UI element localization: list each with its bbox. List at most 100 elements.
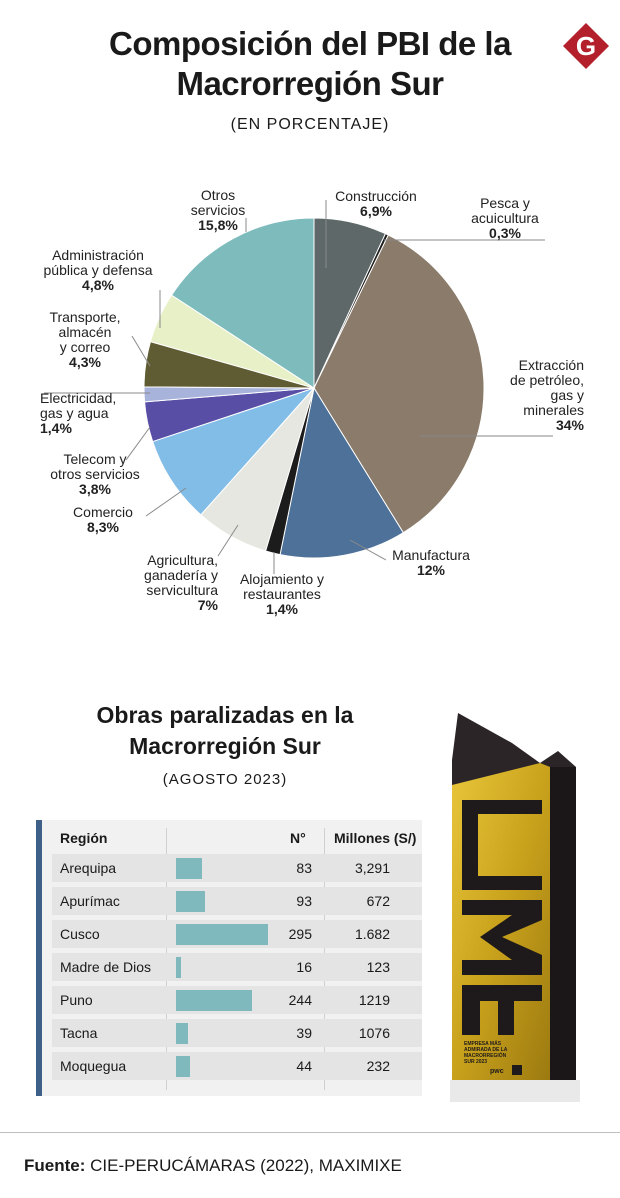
label-line: gas y [550,387,584,403]
footer-divider [0,1132,620,1133]
pie-slices [143,217,485,559]
label-line: otros servicios [50,466,140,482]
row-count-bar [176,1023,189,1044]
page-title: Composición del PBI de la Macrorregión S… [0,24,620,104]
ema-trophy-image: EMPRESA MÁS ADMIRADA DE LA MACRORREGIÓN … [450,713,580,1102]
table-row: Moquegua 44 232 [52,1052,422,1080]
label-line: Manufactura [392,547,470,563]
trophy-g-logo-icon [512,1065,522,1075]
row-region-name: Apurímac [60,893,120,909]
label-line: gas y agua [40,405,109,421]
trophy-reflection [450,1080,580,1102]
label-line: Alojamiento y [239,571,325,587]
pie-value-alojamiento: 1,4% [266,601,298,617]
row-count-bar [176,924,268,945]
pie-value-agricultura: 7% [197,597,218,613]
logo-letter: G [576,31,596,61]
label-line: Electricidad, [40,390,117,406]
label-line: Transporte, [49,309,121,325]
pie-value-administracion: 4,8% [82,277,114,293]
gestion-logo: G [563,23,609,69]
section2-title-line1: Obras paralizadas en la [96,702,354,728]
pie-slice-11 [170,217,315,389]
col-header-region: Región [60,830,108,846]
logo-diamond-shape [563,23,609,69]
label-line: servicultura [146,582,218,598]
pie-value-pesca: 0,3% [489,225,521,241]
pie-label-transporte: Transporte, almacén y correo 4,3% [40,310,130,370]
pie-label-otros-servicios: Otros servicios 15,8% [178,188,258,233]
pie-value-transporte: 4,3% [69,354,101,370]
row-millones-value: 672 [366,893,390,909]
trophy-caption-line: EMPRESA MÁS [464,1040,502,1047]
section2-title: Obras paralizadas en la Macrorregión Sur [40,700,410,762]
label-line: Extracción [518,357,584,373]
pie-label-administracion: Administración pública y defensa 4,8% [34,248,162,293]
label-line: almacén [58,324,112,340]
trophy-sponsor-text: pwc [490,1068,504,1075]
label-line: Administración [52,247,144,263]
pie-slice-3 [279,386,404,559]
col-header-millones: Millones (S/) [334,830,417,846]
table-row: Madre de Dios 16 123 [52,953,422,981]
label-line: Otros [200,187,236,203]
pie-label-extraccion: Extracción de petróleo, gas y minerales … [494,358,584,433]
row-millones-value: 3,291 [354,860,390,876]
label-line: acuicultura [471,210,539,226]
pie-slice-2 [313,234,485,534]
row-region-name: Madre de Dios [60,959,152,975]
table-row: Puno 244 1219 [52,986,422,1014]
row-region-name: Cusco [60,926,100,942]
row-count-bar [176,990,253,1011]
page-title-line1: Composición del PBI de la [109,25,511,62]
row-count-value: 93 [296,893,312,909]
pie-chart [44,200,553,574]
pie-label-alojamiento: Alojamiento y restaurantes 1,4% [228,572,336,617]
row-count-value: 44 [296,1058,312,1074]
row-millones-value: 232 [366,1058,390,1074]
section2-subtitle: (AGOSTO 2023) [162,771,288,788]
trophy-caption-line: ADMIRADA DE LA [464,1047,508,1053]
label-line: de petróleo, [510,372,584,388]
source-text: CIE-PERUCÁMARAS (2022), MAXIMIXE [85,1156,402,1175]
pie-value-comercio: 8,3% [87,519,119,535]
label-line: Telecom y [63,451,127,467]
page-subtitle: (EN PORCENTAJE) [230,116,390,133]
pie-value-telecom: 3,8% [79,481,111,497]
page-title-line2: Macrorregión Sur [176,65,444,102]
leader-line-7 [125,426,151,461]
row-region-name: Arequipa [60,860,117,876]
obras-table: Región N° Millones (S/) Arequipa 83 3,291 A… [36,820,422,1096]
pie-value-construccion: 6,9% [360,203,392,219]
label-line: Agricultura, [147,552,218,568]
pie-label-pesca: Pesca y acuicultura 0,3% [460,196,550,241]
pie-label-telecom: Telecom y otros servicios 3,8% [40,452,150,497]
row-count-value: 295 [288,926,312,942]
row-millones-value: 1076 [358,1025,390,1041]
row-millones-value: 1219 [358,992,390,1008]
label-line: minerales [523,402,584,418]
label-line: servicios [190,202,246,218]
leader-line-6 [145,487,187,517]
pie-label-manufactura: Manufactura 12% [384,548,478,578]
row-count-value: 83 [296,860,312,876]
table-row: Apurímac 93 672 [52,887,422,915]
pie-value-electricidad: 1,4% [40,420,72,436]
row-region-name: Tacna [60,1025,98,1041]
label-line: ganadería y [144,567,218,583]
row-count-value: 244 [288,992,312,1008]
row-millones-value: 123 [366,959,390,975]
label-line: pública y defensa [43,262,153,278]
table-row: Cusco 295 1.682 [52,920,422,948]
pie-label-comercio: Comercio 8,3% [60,505,146,535]
pie-label-electricidad: Electricidad, gas y agua 1,4% [40,391,140,436]
trophy-caption: EMPRESA MÁS ADMIRADA DE LA MACRORREGIÓN … [464,1040,508,1075]
trophy-caption-line: MACRORREGIÓN [464,1051,507,1059]
table-row: Arequipa 83 3,291 [52,854,422,882]
leader-line-5 [217,524,239,557]
label-line: y correo [59,339,111,355]
pie-value-otros-servicios: 15,8% [198,217,238,233]
trophy-letters [462,800,542,1035]
leader-lines [44,200,553,574]
trophy-side [550,767,576,1080]
